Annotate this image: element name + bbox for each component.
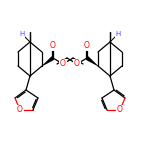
Text: O: O	[117, 105, 123, 114]
Text: H: H	[19, 31, 25, 37]
Text: O: O	[50, 41, 56, 50]
Polygon shape	[86, 56, 98, 66]
Text: O: O	[74, 59, 80, 69]
Polygon shape	[42, 56, 54, 66]
Text: O: O	[17, 105, 23, 114]
Text: O: O	[60, 59, 66, 69]
Text: O: O	[84, 41, 90, 50]
Text: H: H	[115, 31, 121, 37]
